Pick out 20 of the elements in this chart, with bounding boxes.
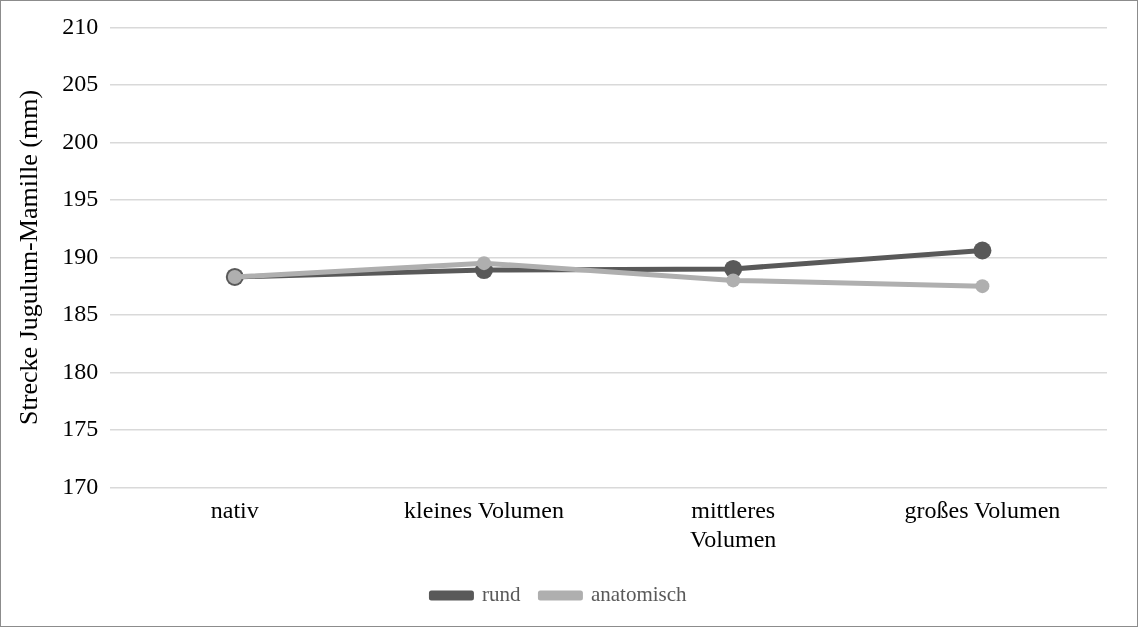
y-tick-label: 175: [62, 415, 99, 442]
x-tick-label: großes Volumen: [904, 497, 1061, 524]
x-tick-label: mittleres Volumen: [690, 497, 777, 552]
y-tick-label: 200: [62, 127, 99, 154]
point: [973, 241, 992, 260]
point: [477, 256, 491, 271]
y-tick-label: 205: [62, 70, 99, 97]
x-tick-label: kleines Volumen: [404, 497, 564, 524]
y-tick-label: 170: [62, 472, 99, 499]
y-axis-title: Strecke Jugulum-Mamille (mm): [14, 89, 44, 425]
point: [726, 273, 741, 288]
y-tick-label: 195: [62, 185, 99, 212]
y-tick-label: 180: [62, 357, 99, 384]
legend-label: anatomisch: [590, 582, 688, 607]
y-tick-label: 210: [62, 12, 99, 39]
point: [975, 279, 990, 294]
y-tick-label: 190: [62, 242, 99, 269]
x-tick-label: nativ: [210, 497, 259, 524]
y-tick-label: 185: [62, 300, 99, 327]
legend-label: rund: [481, 582, 521, 607]
